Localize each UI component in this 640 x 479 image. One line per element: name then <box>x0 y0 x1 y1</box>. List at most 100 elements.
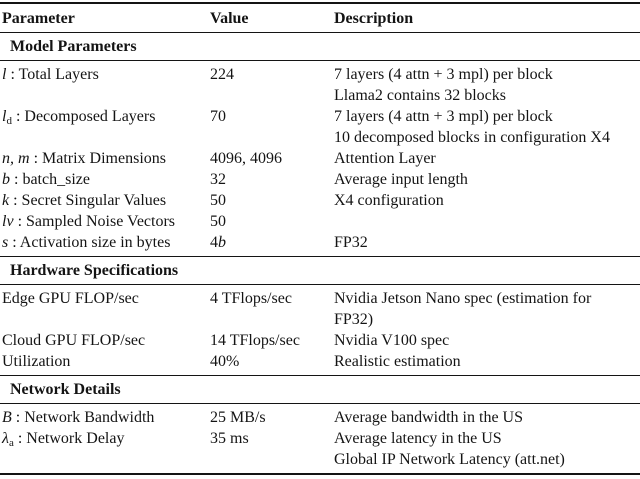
parameter-cell: b : batch_size <box>0 169 210 190</box>
text-segment: : Total Layers <box>6 66 99 83</box>
value-cell: 50 <box>210 190 334 211</box>
value-cell: 4096, 4096 <box>210 148 334 169</box>
text-segment: k <box>2 192 10 209</box>
parameter-cell: n, m : Matrix Dimensions <box>0 148 210 169</box>
parameter-cell: B : Network Bandwidth <box>0 407 210 428</box>
parameter-cell: Utilization <box>0 351 210 372</box>
value-cell: 224 <box>210 64 334 106</box>
text-segment: 40% <box>210 353 240 370</box>
text-segment: l <box>2 66 7 83</box>
value-cell: 4b <box>210 232 334 253</box>
text-segment: : Decomposed Layers <box>11 108 156 125</box>
table-row: B : Network Bandwidth 25 MB/s Average band… <box>0 407 640 428</box>
description-cell: Nvidia V100 spec <box>334 330 640 351</box>
table-sections: Model Parameters l : Total Layers 224 7 lay… <box>0 32 640 473</box>
section-body: B : Network Bandwidth 25 MB/s Average band… <box>0 404 640 473</box>
parameter-cell: λa : Network Delay <box>0 428 210 470</box>
description-cell: Realistic estimation <box>334 351 640 372</box>
text-segment: l <box>2 108 7 125</box>
text-segment: 25 MB/s <box>210 409 266 426</box>
text-segment: : Network Delay <box>13 430 125 447</box>
value-cell: 50 <box>210 211 334 232</box>
parameter-cell: k : Secret Singular Values <box>0 190 210 211</box>
text-segment: B <box>2 409 12 426</box>
table-row: n, m : Matrix Dimensions 4096, 4096 Attent… <box>0 148 640 169</box>
table-row: ld : Decomposed Layers 70 7 layers (4 attn… <box>0 106 640 148</box>
value-cell: 4 TFlops/sec <box>210 288 334 330</box>
text-segment: : batch_size <box>10 171 90 188</box>
text-segment: : Matrix Dimensions <box>29 150 166 167</box>
parameter-cell: lv : Sampled Noise Vectors <box>0 211 210 232</box>
table-row: Cloud GPU FLOP/sec 14 TFlops/sec Nvidia V1… <box>0 330 640 351</box>
text-segment: a <box>8 437 14 449</box>
description-line: Average input length <box>334 171 468 188</box>
column-header-value: Value <box>210 10 249 27</box>
description-line: Nvidia V100 spec <box>334 332 450 349</box>
description-cell: 7 layers (4 attn + 3 mpl) per block Llama… <box>334 64 640 106</box>
parameter-cell: Edge GPU FLOP/sec <box>0 288 210 330</box>
description-cell: Nvidia Jetson Nano spec (estimation for F… <box>334 288 640 330</box>
description-cell <box>334 211 640 232</box>
text-segment: : Activation size in bytes <box>8 234 171 251</box>
text-segment: Edge GPU FLOP/sec <box>2 290 139 307</box>
description-line: 7 layers (4 attn + 3 mpl) per block <box>334 108 553 125</box>
column-header-description: Description <box>334 10 414 27</box>
section-body: Edge GPU FLOP/sec 4 TFlops/sec Nvidia Jets… <box>0 285 640 375</box>
description-cell: FP32 <box>334 232 640 253</box>
value-cell: 14 TFlops/sec <box>210 330 334 351</box>
text-segment: 4096, 4096 <box>210 150 282 167</box>
description-line: Global IP Network Latency (att.net) <box>334 451 565 468</box>
text-segment: 35 ms <box>210 430 249 447</box>
description-line: 7 layers (4 attn + 3 mpl) per block <box>334 66 553 83</box>
parameter-cell: l : Total Layers <box>0 64 210 106</box>
description-line: FP32) <box>334 311 374 328</box>
text-segment: : Network Bandwidth <box>11 409 155 426</box>
text-segment: 32 <box>210 171 226 188</box>
value-cell: 25 MB/s <box>210 407 334 428</box>
table-row: λa : Network Delay 35 ms Average latency i… <box>0 428 640 470</box>
value-cell: 35 ms <box>210 428 334 470</box>
section-header: Hardware Specifications <box>0 256 640 285</box>
text-segment: 224 <box>210 66 234 83</box>
table-row: Edge GPU FLOP/sec 4 TFlops/sec Nvidia Jets… <box>0 288 640 330</box>
parameter-cell: s : Activation size in bytes <box>0 232 210 253</box>
description-line: Average latency in the US <box>334 430 502 447</box>
description-line: Nvidia Jetson Nano spec (estimation for <box>334 290 592 307</box>
text-segment: 4 TFlops/sec <box>210 290 292 307</box>
parameter-cell: ld : Decomposed Layers <box>0 106 210 148</box>
description-cell: Average bandwidth in the US <box>334 407 640 428</box>
text-segment: : Sampled Noise Vectors <box>13 213 176 230</box>
text-segment: n, m <box>2 150 30 167</box>
table-row: s : Activation size in bytes 4b FP32 <box>0 232 640 253</box>
text-segment: 4 <box>210 234 218 251</box>
table-row: b : batch_size 32 Average input length <box>0 169 640 190</box>
description-line: 10 decomposed blocks in configuration X4 <box>334 129 610 146</box>
section-header: Model Parameters <box>0 32 640 61</box>
value-cell: 70 <box>210 106 334 148</box>
text-segment: 50 <box>210 192 226 209</box>
text-segment: v <box>6 213 14 230</box>
description-line: Attention Layer <box>334 150 436 167</box>
text-segment: 70 <box>210 108 226 125</box>
description-line: Llama2 contains 32 blocks <box>334 87 506 104</box>
text-segment: Utilization <box>2 353 71 370</box>
text-segment: λ <box>2 430 9 447</box>
section-body: l : Total Layers 224 7 layers (4 attn + 3 … <box>0 61 640 256</box>
description-line: FP32 <box>334 234 368 251</box>
column-header-parameter: Parameter <box>2 10 75 27</box>
text-segment: b <box>218 234 226 251</box>
description-line: X4 configuration <box>334 192 444 209</box>
description-cell: 7 layers (4 attn + 3 mpl) per block 10 de… <box>334 106 640 148</box>
table-row: k : Secret Singular Values 50 X4 configura… <box>0 190 640 211</box>
text-segment: Cloud GPU FLOP/sec <box>2 332 146 349</box>
text-segment: s <box>2 234 9 251</box>
description-cell: Attention Layer <box>334 148 640 169</box>
text-segment: b <box>2 171 10 188</box>
description-line: Average bandwidth in the US <box>334 409 523 426</box>
table-row: Utilization 40% Realistic estimation <box>0 351 640 372</box>
table-row: lv : Sampled Noise Vectors 50 <box>0 211 640 232</box>
column-header-row: Parameter Value Description <box>0 4 640 32</box>
text-segment: 14 TFlops/sec <box>210 332 300 349</box>
description-cell: X4 configuration <box>334 190 640 211</box>
